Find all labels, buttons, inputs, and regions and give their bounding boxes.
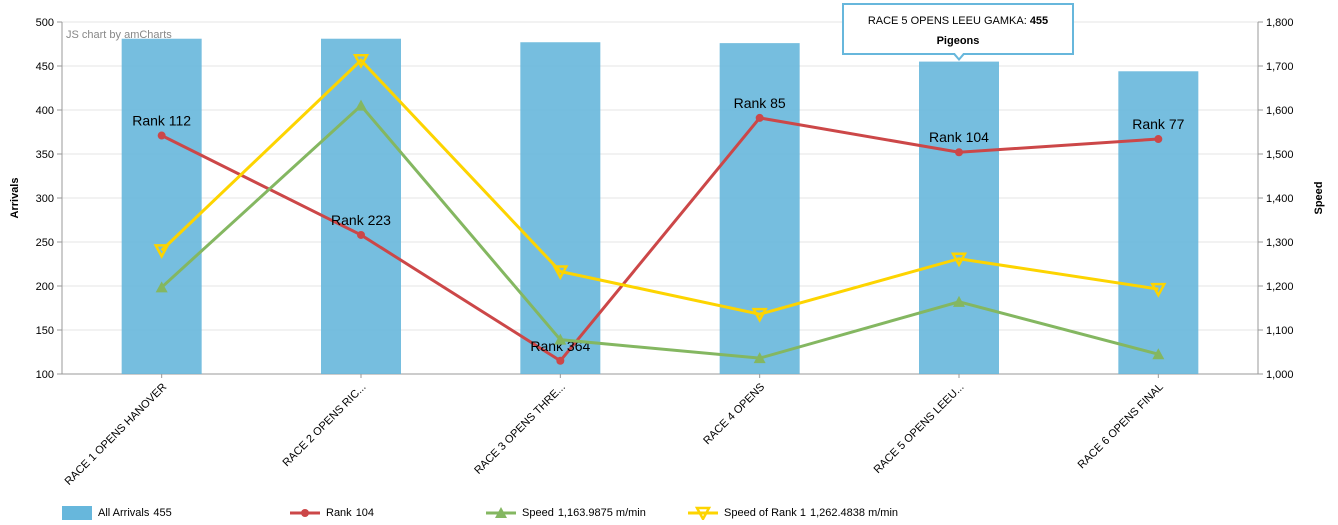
- legend-label: Speed of Rank 1: [724, 507, 806, 519]
- x-tick-label: RACE 2 OPENS RIC...: [281, 381, 369, 469]
- right-axis-title: Speed: [1313, 181, 1325, 214]
- data-label-rank: Rank 77: [1132, 116, 1184, 132]
- point-speed-rank1: [153, 244, 170, 259]
- legend-line-swatch-icon: [290, 509, 320, 517]
- legend-line-swatch-icon: [486, 507, 516, 518]
- x-tick-label: RACE 1 OPENS HANOVER: [63, 381, 170, 488]
- bar-all-arrivals: [1118, 71, 1199, 374]
- left-tick-label: 450: [36, 61, 54, 73]
- bar-all-arrivals: [520, 42, 601, 375]
- left-tick-label: 350: [36, 149, 54, 161]
- data-label-rank: Rank 85: [734, 95, 786, 111]
- legend-line-swatch-icon: [688, 506, 718, 520]
- tooltip-unit: Pigeons: [936, 35, 980, 47]
- legend-label: Speed: [522, 507, 554, 519]
- tooltip-value: 455: [1029, 15, 1049, 27]
- point-rank: [1154, 135, 1163, 144]
- series-line-rank: [160, 116, 1159, 363]
- left-tick-label: 250: [36, 237, 54, 249]
- legend-value: 104: [355, 507, 375, 519]
- right-tick-label: 1,700: [1266, 61, 1294, 73]
- point-speed: [554, 333, 567, 345]
- right-tick-label: 1,600: [1266, 105, 1294, 117]
- point-rank: [157, 131, 166, 140]
- bar-all-arrivals: [719, 43, 800, 375]
- amcharts-credit-link[interactable]: JS chart by amCharts: [66, 29, 172, 41]
- left-tick-label: 150: [36, 325, 54, 337]
- tooltip-pointer-inner: [954, 52, 964, 58]
- point-speed-rank1: [950, 252, 968, 268]
- point-rank: [955, 148, 963, 157]
- point-speed-rank1: [352, 54, 370, 69]
- bar-all-arrivals: [919, 61, 999, 374]
- x-tick-label: RACE 5 OPENS LEEU...: [872, 381, 967, 476]
- left-axis-title: Arrivals: [9, 178, 21, 219]
- legend-value: 1,163.9875 m/min: [557, 507, 646, 519]
- left-tick-label: 200: [36, 281, 54, 293]
- right-tick-label: 1,100: [1266, 325, 1294, 337]
- right-tick-label: 1,300: [1266, 237, 1294, 249]
- series-line-speed-of-rank-1: [160, 58, 1159, 316]
- point-speed: [1152, 348, 1165, 360]
- point-speed: [155, 281, 168, 293]
- legend-item-all-arrivals[interactable]: All Arrivals 455: [62, 505, 172, 521]
- legend-label: All Arrivals: [98, 507, 150, 519]
- point-rank: [357, 230, 365, 239]
- right-tick-label: 1,800: [1266, 17, 1294, 29]
- point-speed-rank1: [552, 265, 569, 281]
- legend-value: 455: [153, 507, 172, 519]
- right-tick-label: 1,000: [1266, 369, 1294, 381]
- right-tick-label: 1,400: [1266, 193, 1294, 205]
- legend-bar-swatch-icon: [62, 506, 92, 520]
- legend-item-speed[interactable]: Speed 1,163.9875 m/min: [486, 505, 646, 521]
- right-tick-label: 1,500: [1266, 149, 1294, 161]
- point-rank: [755, 113, 764, 122]
- data-label-rank: Rank 104: [929, 129, 989, 145]
- data-label-rank: Rank 223: [331, 212, 391, 228]
- balloon-tooltip: RACE 5 OPENS LEEU GAMKA: 455 Pigeons: [842, 3, 1074, 55]
- chart-legend: All Arrivals 455 Rank 104 Speed 1,163.9875 m/…: [0, 505, 1338, 523]
- point-speed: [355, 99, 367, 111]
- data-label-rank: Rank 112: [132, 113, 191, 129]
- point-speed-rank1: [751, 307, 768, 323]
- bar-all-arrivals: [321, 38, 401, 374]
- legend-label: Rank: [326, 507, 352, 519]
- point-speed: [953, 295, 965, 307]
- point-speed: [753, 352, 766, 364]
- point-speed-rank1: [1150, 282, 1167, 298]
- x-tick-label: RACE 4 OPENS: [701, 381, 767, 447]
- right-tick-label: 1,200: [1266, 281, 1294, 293]
- left-tick-label: 500: [36, 17, 54, 29]
- legend-value: 1,262.4838 m/min: [809, 507, 899, 519]
- tooltip-prefix: RACE 5 OPENS LEEU GAMKA:: [867, 15, 1030, 27]
- legend-item-speed-of-rank-1[interactable]: Speed of Rank 1 1,262.4838 m/min: [688, 505, 898, 521]
- legend-item-rank[interactable]: Rank 104: [290, 505, 374, 521]
- bar-all-arrivals: [121, 38, 202, 374]
- left-tick-label: 400: [36, 105, 54, 117]
- x-tick-label: RACE 3 OPENS THRE...: [472, 381, 568, 477]
- x-tick-label: RACE 6 OPENS FINAL: [1076, 381, 1166, 471]
- left-tick-label: 300: [36, 193, 54, 205]
- left-tick-label: 100: [36, 369, 54, 381]
- point-rank: [556, 356, 565, 365]
- series-line-speed: [160, 103, 1159, 360]
